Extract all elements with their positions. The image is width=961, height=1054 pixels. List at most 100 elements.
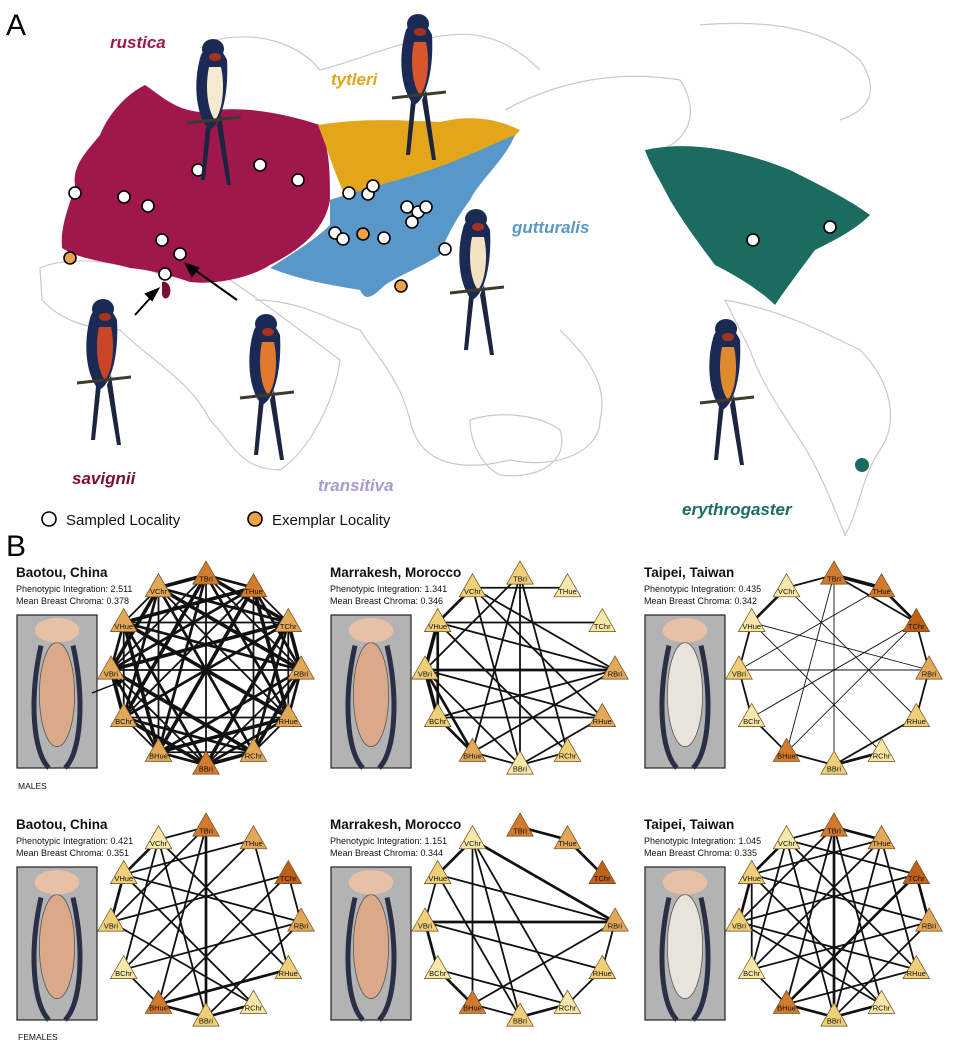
network-edge <box>436 873 521 1018</box>
network-node-label: THue <box>244 839 262 848</box>
network-node-label: THue <box>558 839 576 848</box>
network-graph: TBri THue TChr RBri RHue RChr BBri BHue BChr VBri… <box>16 560 315 775</box>
specimen-wing <box>345 897 365 1022</box>
network-node-label: BHue <box>149 1004 168 1013</box>
network-edge <box>751 622 882 753</box>
network-edge <box>519 574 569 754</box>
network-node-label: RBri <box>608 921 623 930</box>
network-node <box>411 655 439 680</box>
network-edge <box>750 838 788 971</box>
sampled-locality <box>291 173 305 187</box>
network-node-label: BChr <box>429 969 447 978</box>
network-edge <box>519 716 604 766</box>
city-title: Taipei, Taiwan <box>644 565 734 580</box>
network-node <box>423 954 452 979</box>
network-edge <box>738 826 835 923</box>
network-block: Marrakesh, Morocco Phenotypic Integratio… <box>330 565 461 606</box>
exemplar-locality <box>356 227 370 241</box>
network-graph: TBri THue TChr RBri RHue RChr BBri BHue BChr VBri… <box>644 560 943 775</box>
swallow-illustration <box>699 319 755 465</box>
specimen-bird <box>352 642 389 747</box>
network-node-label: TChr <box>908 874 925 883</box>
network-edge <box>750 838 883 876</box>
network-graph: TBri THue TChr RBri RHue RChr BBri BHue BChr VBri… <box>330 812 629 1027</box>
network-edge <box>786 587 917 718</box>
network-edge <box>122 921 302 971</box>
network-block: Baotou, China Phenotypic Integration: 0.… <box>16 817 133 858</box>
specimen-wing <box>691 897 711 1022</box>
network-node-label: BChr <box>115 717 133 726</box>
swallow-tail-streamer <box>254 390 264 455</box>
network-node <box>820 750 848 775</box>
network-edge <box>157 586 290 719</box>
network-node-label: TBri <box>513 826 527 835</box>
world-outline <box>39 22 891 537</box>
label-savignii: savignii <box>72 469 137 488</box>
network-node-label: RBri <box>922 669 937 678</box>
panel-b-letter: B <box>6 530 26 563</box>
swallow-breast <box>720 347 736 400</box>
swallow-perch <box>391 90 447 100</box>
network-node-label: BBri <box>199 1016 214 1025</box>
legend-exemplar-label: Exemplar Locality <box>272 512 391 529</box>
sampled-locality <box>155 233 169 247</box>
network-node <box>553 737 582 762</box>
network-edge <box>423 668 474 754</box>
network-edge <box>110 921 255 1006</box>
sampled-locality <box>68 186 82 200</box>
network-node <box>915 907 943 932</box>
specimen-wing <box>659 645 679 770</box>
network-node <box>192 1002 220 1027</box>
network-edge <box>833 826 883 1006</box>
network-node-label: BHue <box>777 1004 796 1013</box>
chroma-value: Mean Breast Chroma: 0.342 <box>644 596 757 606</box>
swallow-tail-streamer <box>714 395 724 460</box>
network-node <box>915 655 943 680</box>
network-edge <box>833 921 930 1018</box>
arrow-transitiva <box>191 267 238 301</box>
network-edge <box>110 826 207 923</box>
sampled-locality <box>400 200 414 214</box>
specimen-wing <box>63 645 83 770</box>
network-node <box>867 573 896 598</box>
network-node-label: RChr <box>245 1004 263 1013</box>
network-graph: TBri THue TChr RBri RHue RChr BBri BHue BChr VBri… <box>16 812 315 1027</box>
network-node <box>867 737 896 762</box>
network-node <box>192 750 220 775</box>
network-node <box>109 859 138 884</box>
network-edge <box>785 838 918 971</box>
swallow-tail-streamer <box>107 375 121 445</box>
range-tytleri <box>318 118 520 195</box>
sampled-locality <box>366 179 380 193</box>
arrow-head <box>144 286 161 302</box>
network-node <box>553 825 582 850</box>
network-node-label: VBri <box>418 921 433 930</box>
swallow-tail-streamer <box>406 90 416 155</box>
network-edge <box>122 873 255 1006</box>
map-legend: Sampled Locality Exemplar Locality <box>41 511 391 529</box>
network-node-label: BBri <box>827 764 842 773</box>
network-node-label: RBri <box>608 669 623 678</box>
specimen-hand <box>348 618 394 643</box>
specimen-bird <box>39 894 76 999</box>
network-node <box>423 859 452 884</box>
swallow-throat <box>472 223 484 231</box>
arctic-asia-outline <box>214 33 541 71</box>
network-node <box>239 825 268 850</box>
network-node-label: RChr <box>559 752 577 761</box>
network-edge <box>157 573 208 754</box>
network-node-label: THue <box>558 587 576 596</box>
sampled-locality <box>377 231 391 245</box>
network-node <box>274 607 303 632</box>
network-edge <box>880 838 918 971</box>
network-node <box>109 702 138 727</box>
specimen-bird <box>667 642 704 747</box>
integration-value: Phenotypic Integration: 0.421 <box>16 836 133 846</box>
chroma-value: Mean Breast Chroma: 0.351 <box>16 848 129 858</box>
range-erythrogaster <box>645 146 870 305</box>
network-node-label: VChr <box>464 839 482 848</box>
swallow-tail-streamer <box>422 90 436 160</box>
sampled-locality <box>336 232 350 246</box>
specimen-wing <box>31 897 51 1022</box>
network-node-label: RHue <box>279 717 298 726</box>
